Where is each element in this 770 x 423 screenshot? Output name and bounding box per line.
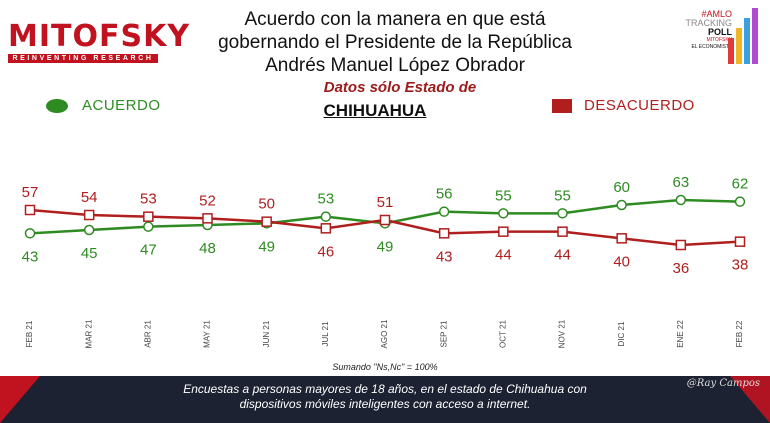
data-label: 49 <box>377 238 394 255</box>
title-line-1: Acuerdo con la manera en que está <box>244 9 546 30</box>
x-tick-label: JUN 21 <box>262 320 271 347</box>
data-label: 40 <box>613 253 630 270</box>
point-disagree-4 <box>261 216 272 227</box>
legend-agree: ACUERDO <box>46 97 161 114</box>
legend-disagree-label: DESACUERDO <box>584 97 695 114</box>
footer-right-accent <box>730 376 770 423</box>
tracker-line-5: EL ECONOMISTA <box>691 44 732 50</box>
footer-text: Encuestas a personas mayores de 18 años,… <box>150 382 620 412</box>
data-label: 60 <box>613 179 630 196</box>
point-agree-5 <box>320 211 332 222</box>
point-disagree-2 <box>143 211 154 222</box>
data-label: 52 <box>199 192 216 209</box>
legend-agree-label: ACUERDO <box>82 97 161 114</box>
footer-band: Encuestas a personas mayores de 18 años,… <box>0 376 770 423</box>
point-disagree-5 <box>320 223 332 234</box>
legend-disagree: DESACUERDO <box>552 97 695 114</box>
footer-left-accent <box>0 376 40 423</box>
line-chart: 43 45 47 48 49 53 49 56 55 55 60 63 62 57 54 53 52 50 46 51… <box>22 174 749 348</box>
x-tick-label: MAR 21 <box>84 319 93 348</box>
point-disagree-1 <box>83 209 95 221</box>
point-disagree-8 <box>498 226 509 237</box>
data-label: 38 <box>732 257 749 274</box>
data-label: 36 <box>672 260 689 277</box>
point-disagree-3 <box>202 213 213 224</box>
data-label: 63 <box>672 174 689 191</box>
data-label: 55 <box>495 187 512 204</box>
author-signature: @Ray Campos <box>686 378 760 389</box>
x-tick-label: MAY 21 <box>203 320 212 348</box>
x-tick-label: ABR 21 <box>143 320 152 348</box>
data-label: 45 <box>81 245 98 262</box>
data-label: 57 <box>22 184 39 201</box>
state-name: CHIHUAHUA <box>323 101 427 120</box>
title-line-3: Andrés Manuel López Obrador <box>265 55 525 76</box>
legend-agree-swatch <box>46 98 68 113</box>
point-disagree-9 <box>557 226 568 237</box>
sum-note: Sumando "Ns,Nc" = 100% <box>332 362 438 372</box>
tracker-line-3: POLL <box>708 27 732 37</box>
data-label: 43 <box>22 248 39 265</box>
data-label: 55 <box>554 187 571 204</box>
data-label: 44 <box>495 247 512 264</box>
point-agree-11 <box>675 194 687 206</box>
point-disagree-10 <box>616 233 627 244</box>
point-disagree-11 <box>675 239 687 251</box>
chart-title: Acuerdo con la manera en que está gobern… <box>180 8 610 77</box>
point-agree-12 <box>734 196 746 207</box>
point-disagree-7 <box>438 228 450 239</box>
x-tick-label: NOV 21 <box>558 319 567 348</box>
data-label: 54 <box>81 189 98 206</box>
point-agree-0 <box>24 228 36 239</box>
tracker-line-4: MITOFSKY <box>706 37 732 43</box>
data-label: 43 <box>436 248 453 265</box>
x-tick-label: DIC 21 <box>617 321 626 346</box>
data-label: 47 <box>140 242 157 259</box>
point-agree-10 <box>616 199 627 211</box>
point-disagree-12 <box>734 236 746 247</box>
data-label: 53 <box>140 191 157 208</box>
point-disagree-0 <box>24 204 36 216</box>
point-agree-8 <box>498 208 509 219</box>
data-label: 46 <box>317 243 334 260</box>
x-tick-label: OCT 21 <box>498 320 507 348</box>
point-agree-9 <box>557 208 568 219</box>
footer-line-1: Encuestas a personas mayores de 18 años,… <box>183 382 587 396</box>
tracker-bars-icon <box>728 8 762 64</box>
logo-tagline: REINVENTING RESEARCH <box>8 54 158 63</box>
data-label: 62 <box>732 176 749 193</box>
point-disagree-6 <box>379 214 391 226</box>
x-tick-label: SEP 21 <box>439 320 448 348</box>
x-tick-label: AGO 21 <box>380 319 389 348</box>
tracking-poll-logo: #AMLO TRACKING POLL MITOFSKY EL ECONOMIS… <box>685 10 732 51</box>
legend-disagree-swatch <box>552 98 572 113</box>
data-label: 56 <box>436 186 453 203</box>
title-line-2: gobernando el Presidente de la República <box>218 32 572 53</box>
x-tick-label: ENE 22 <box>676 320 685 348</box>
x-tick-label: JUL 21 <box>321 321 330 347</box>
data-label: 49 <box>258 238 275 255</box>
logo-name: MITOFSKY <box>8 19 191 54</box>
data-label: 50 <box>258 196 275 213</box>
x-tick-label: FEB 22 <box>735 320 744 347</box>
data-label: 53 <box>317 191 334 208</box>
point-agree-2 <box>143 221 154 232</box>
footer-line-2: dispositivos móviles inteligentes con ac… <box>239 397 531 411</box>
mitofsky-logo: MITOFSKY REINVENTING RESEARCH <box>8 22 190 63</box>
data-label: 44 <box>554 247 571 264</box>
data-label: 51 <box>377 194 394 211</box>
x-tick-label: FEB 21 <box>25 320 34 347</box>
point-agree-1 <box>83 224 95 236</box>
point-agree-7 <box>438 206 450 217</box>
tracker-line-2: TRACKING <box>685 18 732 28</box>
data-label: 48 <box>199 240 216 257</box>
tracker-line-1: #AMLO <box>701 9 732 19</box>
chart-subtitle: Datos sólo Estado de <box>323 79 477 96</box>
